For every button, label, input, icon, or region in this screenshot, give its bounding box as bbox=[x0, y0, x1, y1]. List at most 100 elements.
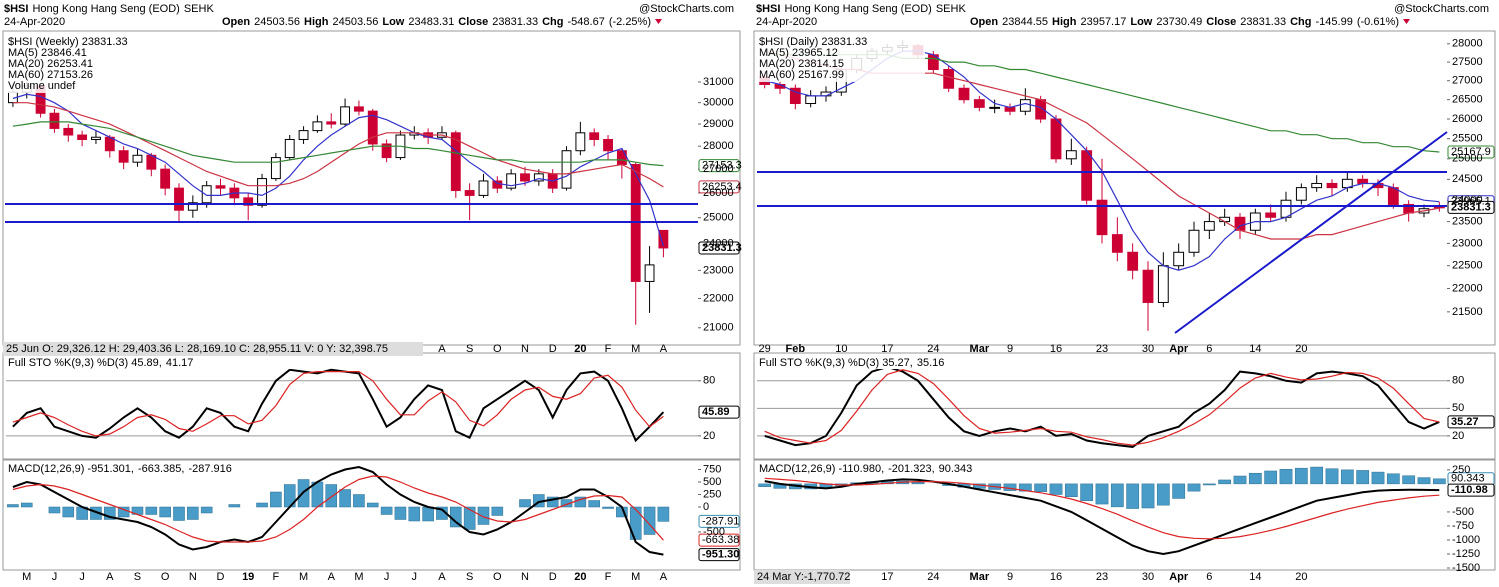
down-arrow bbox=[1403, 19, 1410, 24]
histogram-bar bbox=[1386, 473, 1400, 485]
quote-label: Chg bbox=[1290, 16, 1311, 28]
y-tick-label: -500 bbox=[1452, 506, 1474, 518]
x-tick-label: F bbox=[273, 571, 280, 583]
candle-body bbox=[1065, 150, 1077, 160]
symbol: $HSI bbox=[4, 3, 28, 15]
legend-entry: MA(20) 23814.15 bbox=[759, 58, 844, 70]
y-tick-label: 29000 bbox=[703, 118, 734, 130]
histogram-bar bbox=[1325, 468, 1339, 485]
candle-body bbox=[187, 202, 198, 211]
quote-value: 24503.56 bbox=[332, 16, 378, 28]
x-tick-label: D bbox=[217, 571, 225, 583]
marks bbox=[6, 19, 1495, 569]
value-tag bbox=[698, 405, 740, 419]
value-tag bbox=[1447, 200, 1495, 214]
histogram-bar bbox=[1202, 483, 1216, 486]
histogram-bar bbox=[104, 506, 116, 520]
quote-label: Open bbox=[970, 16, 998, 28]
candle-body bbox=[492, 180, 503, 189]
legend-entry: MA(5) 23965.12 bbox=[759, 47, 838, 59]
x-tick-label: M bbox=[354, 571, 363, 583]
value-tag bbox=[698, 533, 740, 547]
x-tick-label: 24 bbox=[927, 343, 939, 355]
macd-frame bbox=[2, 459, 741, 571]
candle-body bbox=[789, 87, 801, 105]
legend-entry: MA(5) 23846.41 bbox=[8, 47, 87, 59]
x-tick-label: M bbox=[22, 571, 31, 583]
y-tick-label: 750 bbox=[703, 463, 721, 475]
quote-label: Close bbox=[1206, 16, 1236, 28]
change-percent: (-2.25%) bbox=[609, 16, 651, 28]
x-tick-label: S bbox=[466, 571, 473, 583]
histogram-bar bbox=[1049, 483, 1063, 495]
exchange: SEHK bbox=[184, 3, 215, 15]
x-tick-label: Mar bbox=[970, 571, 990, 583]
x-tick-label: 16 bbox=[1050, 343, 1062, 355]
instrument-name: Hong Kong Hang Seng (EOD) bbox=[784, 3, 931, 15]
x-tick-label: 16 bbox=[1050, 571, 1062, 583]
panel-title: 41.17 bbox=[166, 357, 194, 369]
histogram-bar bbox=[200, 506, 213, 514]
candle-body bbox=[1096, 199, 1108, 236]
instrument-name: Hong Kong Hang Seng (EOD) bbox=[32, 3, 179, 15]
panel-title: Full STO %K(9,3) %D(3) 45.89, bbox=[8, 357, 162, 369]
y-tick-label: 26000 bbox=[703, 187, 734, 199]
y-tick-label: -1000 bbox=[1452, 534, 1480, 546]
y-tick-label: 23000 bbox=[1452, 237, 1483, 249]
price-frame bbox=[753, 30, 1496, 346]
x-tick-label: 23 bbox=[1096, 571, 1108, 583]
candle-body bbox=[201, 185, 212, 204]
panel-title: -287.916 bbox=[188, 463, 231, 475]
x-tick-label: 9 bbox=[1007, 343, 1013, 355]
x-tick-label: J bbox=[52, 571, 58, 583]
x-tick-label: A bbox=[660, 343, 668, 355]
candle-body bbox=[520, 173, 530, 182]
x-tick-label: 20 bbox=[1295, 571, 1307, 583]
candle-body bbox=[270, 157, 281, 180]
histogram-bar bbox=[1356, 470, 1370, 485]
histogram-bar bbox=[62, 506, 75, 518]
x-tick-label: A bbox=[438, 571, 446, 583]
histogram-bar bbox=[1095, 483, 1109, 505]
panel-title-box bbox=[4, 463, 314, 475]
histogram-bar bbox=[1371, 471, 1385, 485]
histogram-bar bbox=[228, 504, 241, 508]
y-tick-label: 28000 bbox=[703, 140, 734, 152]
info-line: 25 Jun O: 29,326.12 H: 29,403.36 L: 28,1… bbox=[6, 343, 388, 355]
series-line bbox=[12, 102, 664, 188]
x-tick-label: D bbox=[549, 571, 557, 583]
panel-title-box bbox=[4, 357, 314, 369]
series-line bbox=[12, 93, 664, 247]
series-line bbox=[12, 368, 665, 443]
x-tick-label: J bbox=[384, 571, 390, 583]
y-tick-label: 0 bbox=[703, 501, 709, 513]
histogram-bar bbox=[758, 483, 772, 487]
value-tag-label: -287.91 bbox=[702, 515, 739, 527]
x-tick-label: 17 bbox=[881, 343, 893, 355]
candle-body bbox=[312, 121, 323, 132]
x-tick-label: A bbox=[106, 571, 114, 583]
x-tick-label: Mar bbox=[970, 343, 990, 355]
series-line bbox=[12, 465, 664, 556]
candle-body bbox=[1127, 251, 1139, 271]
x-tick-label: 29 bbox=[759, 343, 771, 355]
quote-value: 23730.49 bbox=[1156, 16, 1202, 28]
candle-body bbox=[1295, 187, 1307, 201]
candle-body bbox=[575, 132, 586, 152]
candle-body bbox=[958, 87, 970, 101]
panel-title: MACD(12,26,9) -110.980, bbox=[759, 463, 884, 475]
candle-body bbox=[91, 136, 101, 140]
candle-body bbox=[533, 173, 544, 182]
candle-body bbox=[943, 69, 955, 89]
histogram-bar bbox=[1126, 483, 1140, 509]
x-tick-label: 23 bbox=[1096, 343, 1108, 355]
histogram-bar bbox=[1432, 478, 1446, 485]
histogram-bar bbox=[7, 504, 19, 508]
x-tick-label: O bbox=[493, 343, 502, 355]
candle-body bbox=[381, 143, 392, 159]
histogram-bar bbox=[588, 500, 600, 508]
x-tick-label: 30 bbox=[1142, 571, 1154, 583]
histogram-bar bbox=[48, 506, 61, 514]
value-tag bbox=[698, 548, 740, 562]
candle-body bbox=[589, 132, 600, 140]
